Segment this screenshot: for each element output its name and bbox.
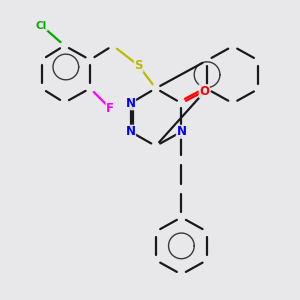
Text: N: N xyxy=(126,125,136,138)
Text: S: S xyxy=(134,59,143,72)
Text: F: F xyxy=(106,102,114,115)
Text: Cl: Cl xyxy=(36,21,47,31)
Text: N: N xyxy=(126,97,136,110)
Text: O: O xyxy=(199,85,209,98)
Text: N: N xyxy=(176,125,186,138)
